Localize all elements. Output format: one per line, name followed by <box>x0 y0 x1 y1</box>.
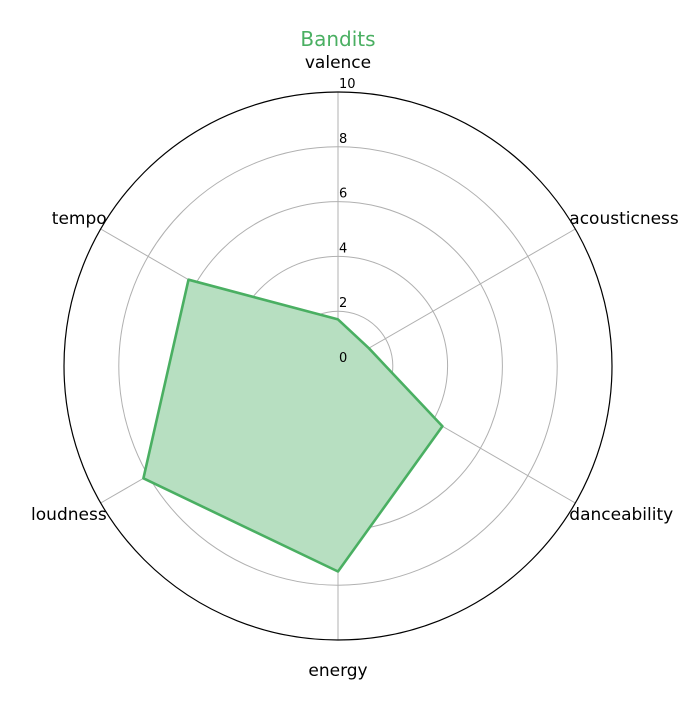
axis-label-loudness: loudness <box>31 505 107 525</box>
axis-label-acousticness: acousticness <box>569 209 679 229</box>
radial-tick-0: 0 <box>339 351 347 366</box>
chart-title: Bandits <box>300 27 375 51</box>
series-area <box>143 279 443 572</box>
axis-label-valence: valence <box>305 53 371 73</box>
radial-tick-6: 6 <box>339 187 347 202</box>
spoke-acousticness <box>337 228 576 367</box>
radial-tick-10: 10 <box>339 77 356 92</box>
axis-label-energy: energy <box>308 661 367 681</box>
radial-tick-4: 4 <box>339 241 347 256</box>
axis-label-tempo: tempo <box>52 209 107 229</box>
axis-label-danceability: danceability <box>569 505 673 525</box>
radial-tick-8: 8 <box>339 132 347 147</box>
label-layer: 0 2 4 6 8 10 valence acousticness danceability en… <box>31 53 679 681</box>
outer-ring <box>63 91 613 641</box>
series-layer <box>142 278 444 573</box>
radial-tick-2: 2 <box>339 296 347 311</box>
